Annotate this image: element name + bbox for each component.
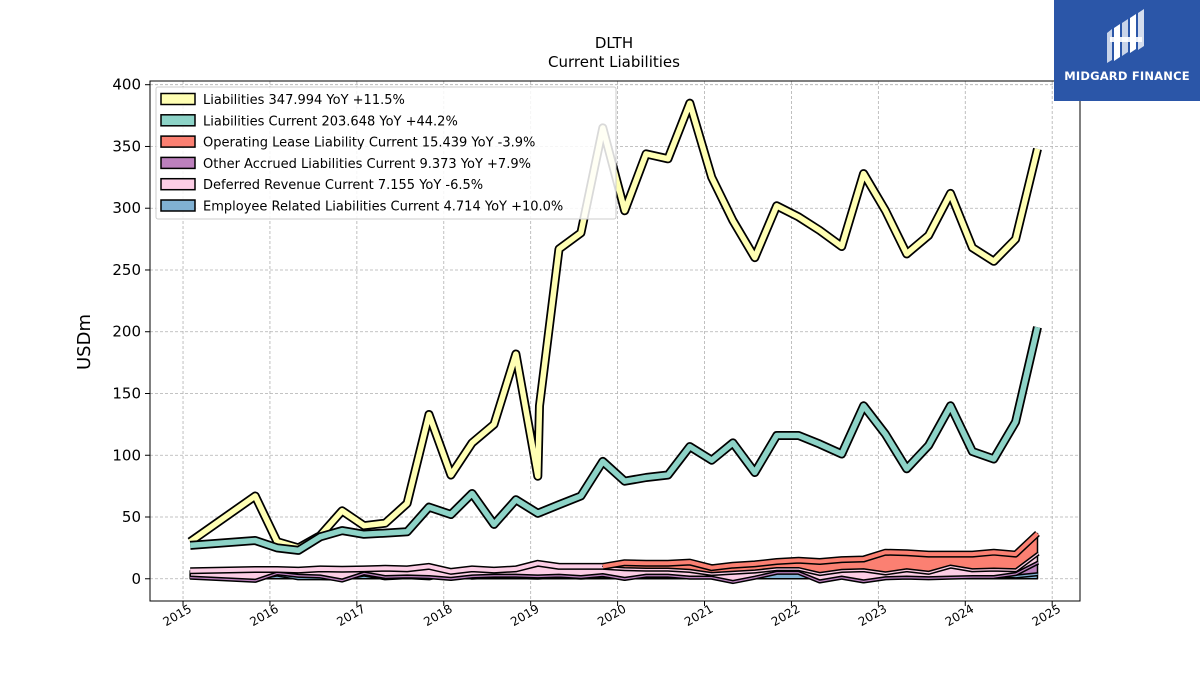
legend-swatch (160, 156, 196, 170)
x-tick-label: 2024 (943, 602, 976, 629)
y-tick-label: 150 (112, 384, 141, 402)
x-tick-label: 2016 (247, 602, 280, 629)
logo-text: MIDGARD FINANCE (1064, 69, 1190, 83)
legend-swatch (160, 114, 196, 127)
y-tick-label: 100 (112, 446, 141, 464)
y-tick-label: 400 (112, 76, 141, 94)
line-liabilities (188, 100, 1041, 551)
legend-swatch (160, 92, 196, 106)
brand-logo: MIDGARD FINANCE (1054, 0, 1200, 101)
legend-swatch (160, 199, 196, 212)
line-liabilities-current (189, 326, 1041, 554)
legend-swatch (160, 135, 196, 148)
x-tick-label: 2015 (160, 602, 193, 629)
legend-label: Operating Lease Liability Current 15.439… (203, 136, 535, 151)
legend-label: Other Accrued Liabilities Current 9.373 … (203, 157, 531, 172)
x-tick-label: 2025 (1030, 602, 1063, 629)
midgard-logo-icon (1107, 9, 1144, 63)
x-tick-label: 2017 (334, 602, 367, 629)
x-tick-label: 2019 (508, 602, 541, 629)
y-tick-label: 200 (112, 323, 141, 341)
legend: Liabilities 347.994 YoY +11.5% Liabilitie… (155, 86, 617, 220)
y-tick-label: 300 (112, 199, 141, 217)
stacked-areas (189, 530, 1040, 585)
y-axis-label: USDm (74, 314, 95, 370)
x-tick-label: 2022 (769, 602, 802, 629)
x-tick-label: 2018 (421, 602, 454, 629)
y-tick-label: 350 (112, 137, 141, 155)
x-tick-label: 2021 (682, 602, 715, 629)
y-tick-label: 250 (112, 261, 141, 279)
x-tick-label: 2020 (595, 602, 628, 629)
legend-box (155, 86, 617, 220)
legend-label: Liabilities Current 203.648 YoY +44.2% (203, 114, 458, 129)
legend-label: Deferred Revenue Current 7.155 YoY -6.5% (203, 178, 483, 193)
chart-title: DLTH (595, 34, 633, 52)
plot-frame (149, 80, 1081, 602)
chart-subtitle: Current Liabilities (548, 53, 680, 71)
area-edge (602, 532, 1039, 570)
y-tick-label: 50 (122, 508, 141, 526)
legend-label: Liabilities 347.994 YoY +11.5% (203, 93, 405, 108)
legend-swatch (160, 177, 196, 191)
y-tick-label: 0 (131, 570, 141, 588)
line-series (187, 98, 1042, 555)
legend-label: Employee Related Liabilities Current 4.7… (203, 200, 563, 215)
x-tick-label: 2023 (856, 602, 889, 629)
